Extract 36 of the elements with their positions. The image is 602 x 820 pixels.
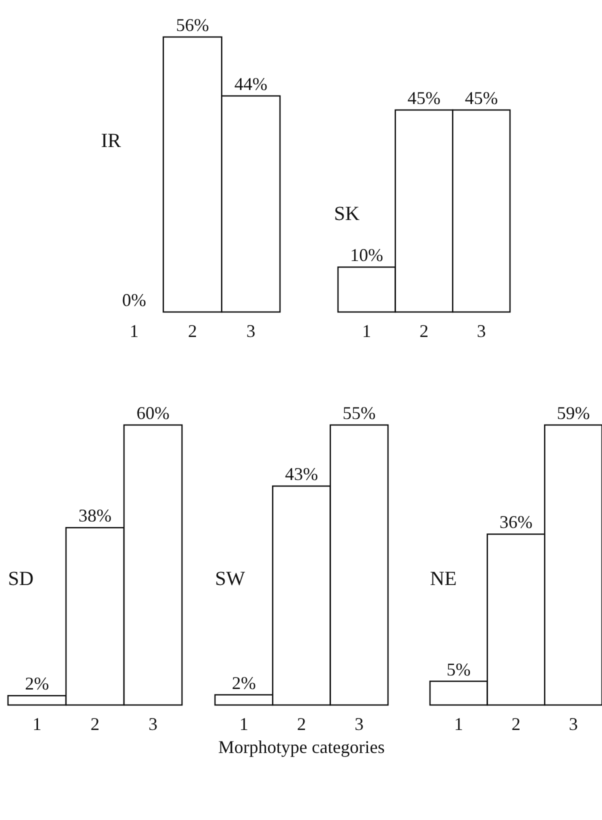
data-label: 56% (176, 15, 209, 35)
x-axis-title: Morphotype categories (218, 737, 385, 757)
x-tick-label: 3 (476, 321, 486, 342)
text: SW (215, 568, 246, 590)
text: NE (430, 568, 457, 590)
x-tick-label: 2 (90, 714, 100, 734)
x-tick-label: 3 (568, 714, 578, 734)
data-label: 5% (446, 659, 471, 680)
x-tick-label: 3 (354, 714, 364, 734)
x-tick-label: 1 (454, 714, 464, 734)
x-tick-label: 2 (297, 714, 306, 734)
data-label: 0% (122, 290, 146, 310)
data-label: 10% (350, 245, 384, 266)
data-label: 36% (500, 512, 532, 532)
data-label: 45% (408, 88, 440, 108)
x-tick-label: 1 (362, 321, 372, 342)
data-label: 43% (285, 464, 318, 484)
text: SK (334, 203, 360, 225)
x-tick-label: 3 (148, 714, 158, 734)
text: SD (8, 568, 34, 590)
x-tick-label: 2 (420, 321, 428, 342)
data-label: 59% (556, 403, 590, 423)
x-tick-label: 1 (130, 321, 139, 342)
data-label: 60% (136, 403, 170, 423)
data-label: 38% (78, 506, 112, 526)
x-tick-label: 2 (512, 714, 520, 734)
text: IR (101, 130, 122, 152)
data-label: 55% (342, 403, 376, 423)
x-tick-label: 1 (32, 714, 42, 734)
x-tick-label: 1 (239, 714, 248, 734)
data-label: 45% (464, 88, 498, 108)
x-tick-label: 3 (246, 321, 256, 342)
data-label: 2% (232, 672, 256, 693)
x-tick-label: 2 (188, 321, 197, 342)
data-label: 2% (25, 674, 49, 694)
data-label: 44% (234, 74, 268, 94)
